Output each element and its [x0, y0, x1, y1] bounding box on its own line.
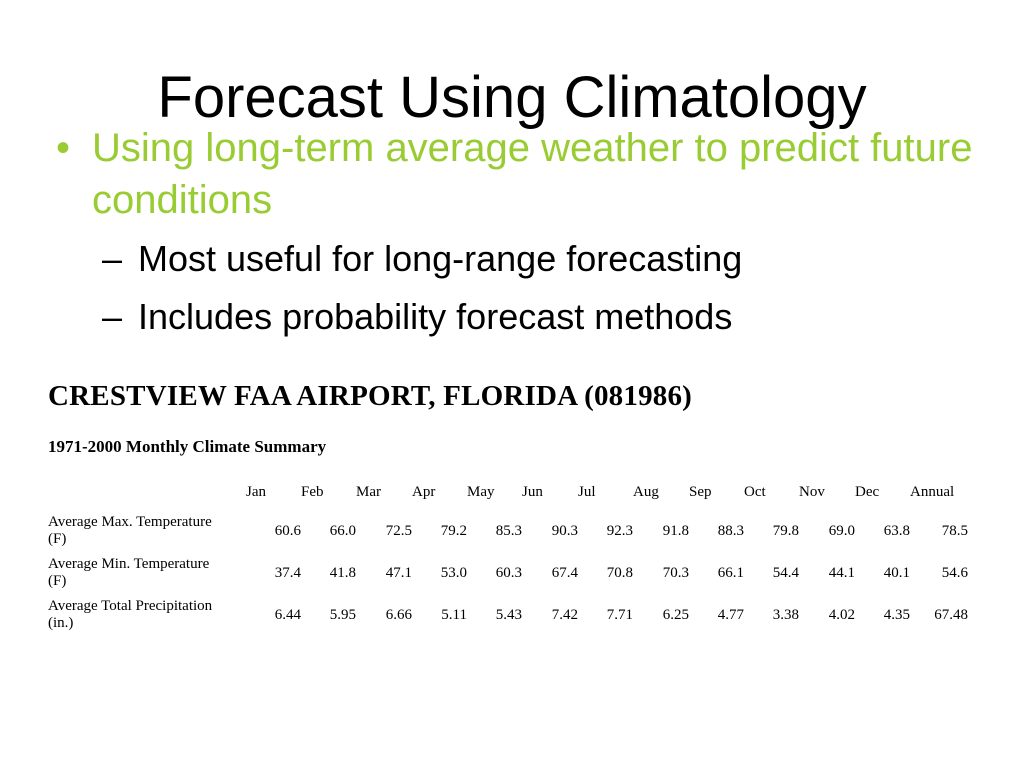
header-blank	[48, 482, 246, 510]
cell-value: 3.38	[772, 606, 799, 623]
climate-table: Jan Feb Mar Apr May Jun Jul Aug Sep Oct …	[48, 482, 968, 636]
cell-value-annual: 78.5	[941, 522, 968, 539]
cell-value: 40.1	[883, 564, 910, 581]
cell-value: 85.3	[495, 522, 522, 539]
header-oct: Oct	[744, 483, 766, 500]
row-label-line1: Average Max. Temperature	[48, 514, 212, 530]
row-label-line1: Average Min. Temperature	[48, 556, 210, 572]
cell-value: 63.8	[883, 522, 910, 539]
cell-value: 69.0	[828, 522, 855, 539]
cell-value: 70.8	[606, 564, 633, 581]
header-jun: Jun	[522, 483, 543, 500]
cell-value: 54.4	[772, 564, 799, 581]
bullet-main: • Using long-term average weather to pre…	[56, 122, 996, 226]
header-jul: Jul	[578, 483, 596, 500]
cell-value: 72.5	[385, 522, 412, 539]
cell-value: 70.3	[662, 564, 689, 581]
cell-value: 4.77	[717, 606, 744, 623]
cell-value: 66.1	[717, 564, 744, 581]
header-apr: Apr	[412, 483, 436, 500]
summary-title: 1971-2000 Monthly Climate Summary	[48, 437, 327, 456]
cell-value: 44.1	[828, 564, 855, 581]
slide-title: Forecast Using Climatology	[157, 65, 867, 130]
sub-bullet-1: – Most useful for long-range forecasting	[56, 230, 996, 288]
cell-value: 60.3	[495, 564, 522, 581]
table-row: Average Max. Temperature (F) 60.6 66.0 7…	[48, 510, 968, 552]
header-nov: Nov	[799, 483, 825, 500]
cell-value: 7.71	[606, 606, 633, 623]
table-row: Average Min. Temperature (F) 37.4 41.8 4…	[48, 552, 968, 594]
cell-value: 6.25	[662, 606, 689, 623]
cell-value: 4.02	[828, 606, 855, 623]
row-label-line2: (F)	[48, 573, 67, 589]
cell-value: 5.43	[495, 606, 522, 623]
cell-value: 79.2	[440, 522, 467, 539]
dash-icon: –	[102, 238, 123, 279]
cell-value-annual: 54.6	[941, 564, 968, 581]
sub-bullet-2-text: Includes probability forecast methods	[138, 296, 733, 337]
row-label-line1: Average Total Precipitation	[48, 598, 213, 614]
header-jan: Jan	[246, 483, 266, 500]
header-may: May	[467, 483, 495, 500]
dash-icon: –	[102, 296, 123, 337]
header-annual: Annual	[910, 483, 955, 500]
cell-value: 67.4	[551, 564, 578, 581]
sub-bullet-1-text: Most useful for long-range forecasting	[138, 238, 743, 279]
row-label-line2: (F)	[48, 531, 67, 547]
cell-value: 6.44	[274, 606, 301, 623]
row-label: Average Total Precipitation (in.)	[48, 594, 246, 636]
bullet-list: • Using long-term average weather to pre…	[56, 122, 996, 346]
cell-value: 66.0	[329, 522, 356, 539]
cell-value: 91.8	[662, 522, 689, 539]
cell-value: 53.0	[440, 564, 467, 581]
cell-value: 88.3	[717, 522, 744, 539]
cell-value: 37.4	[274, 564, 301, 581]
table-header-row: Jan Feb Mar Apr May Jun Jul Aug Sep Oct …	[48, 482, 968, 510]
table-row: Average Total Precipitation (in.) 6.44 5…	[48, 594, 968, 636]
cell-value: 47.1	[385, 564, 412, 581]
cell-value: 7.42	[551, 606, 578, 623]
bullet-dot-icon: •	[56, 126, 71, 170]
cell-value: 79.8	[772, 522, 799, 539]
cell-value: 5.95	[329, 606, 356, 623]
cell-value: 90.3	[551, 522, 578, 539]
cell-value: 41.8	[329, 564, 356, 581]
header-aug: Aug	[633, 483, 659, 500]
sub-bullet-list: – Most useful for long-range forecasting…	[56, 230, 996, 346]
cell-value: 60.6	[274, 522, 301, 539]
sub-bullet-2: – Includes probability forecast methods	[56, 288, 996, 346]
cell-value-annual: 67.48	[934, 606, 968, 623]
cell-value: 6.66	[385, 606, 412, 623]
row-label: Average Min. Temperature (F)	[48, 552, 246, 594]
cell-value: 5.11	[441, 606, 467, 623]
row-label: Average Max. Temperature (F)	[48, 510, 246, 552]
header-feb: Feb	[301, 483, 324, 500]
header-mar: Mar	[356, 483, 381, 500]
header-sep: Sep	[689, 483, 712, 500]
station-name: CRESTVIEW FAA AIRPORT, FLORIDA (081986)	[48, 380, 693, 412]
station-block: CRESTVIEW FAA AIRPORT, FLORIDA (081986) …	[48, 376, 988, 458]
cell-value: 4.35	[883, 606, 910, 623]
cell-value: 92.3	[606, 522, 633, 539]
row-label-line2: (in.)	[48, 615, 74, 631]
header-dec: Dec	[855, 483, 880, 500]
bullet-main-text: Using long-term average weather to predi…	[92, 126, 973, 222]
